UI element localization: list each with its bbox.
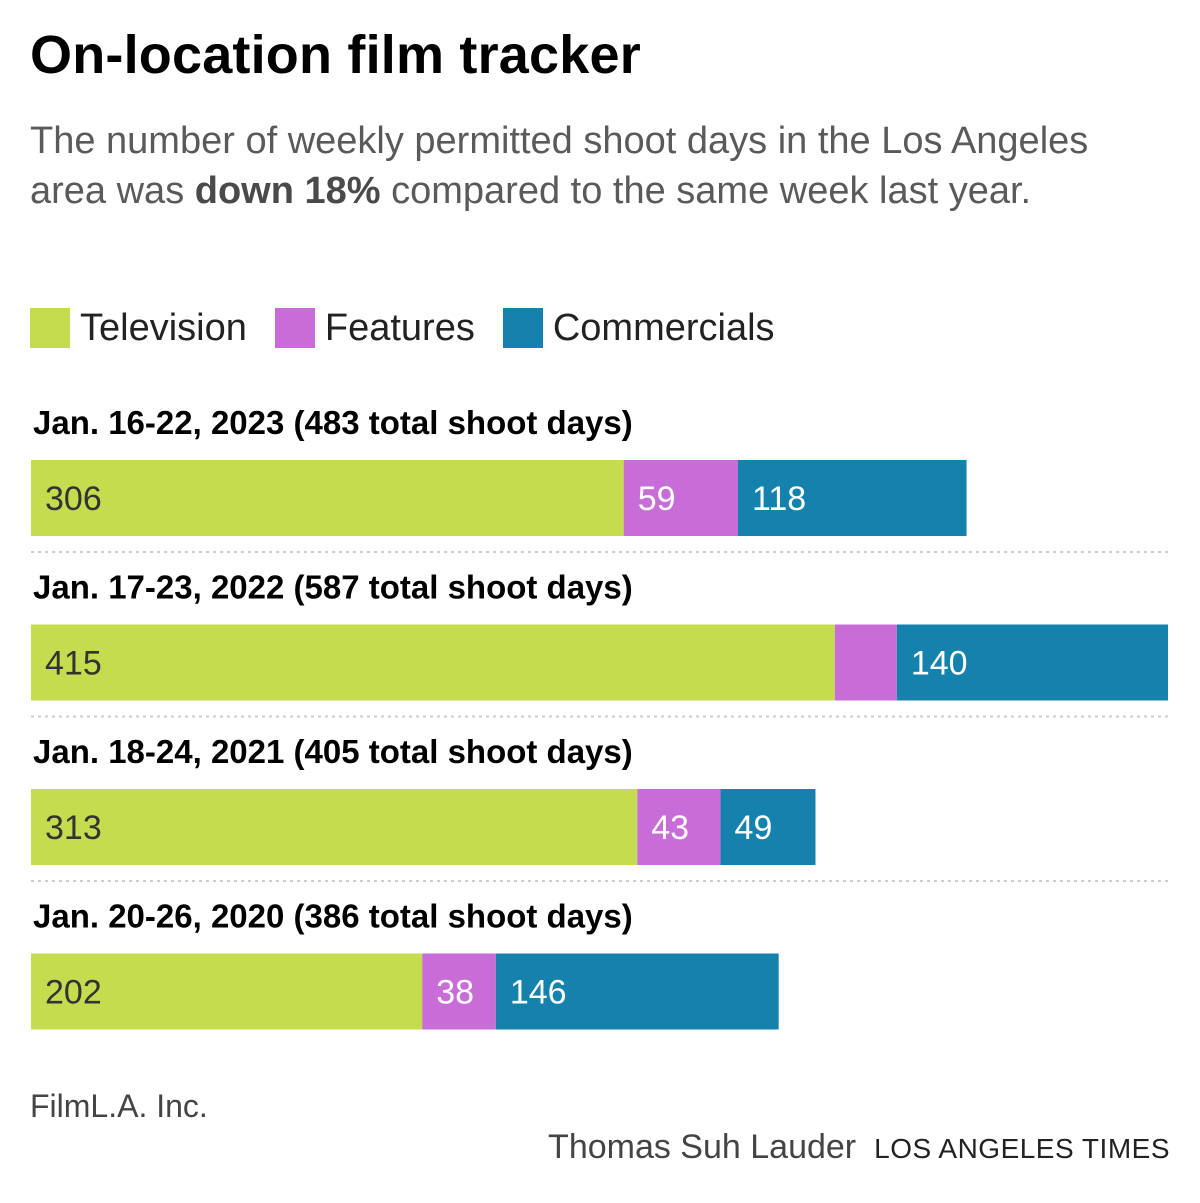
data-label-commercials: 118 <box>752 480 806 518</box>
legend-item-features: Features <box>274 306 475 350</box>
data-label-television: 313 <box>45 809 102 847</box>
bar-segment-commercials <box>737 460 967 536</box>
data-label-commercials: 49 <box>735 809 773 847</box>
data-label-television: 306 <box>45 480 102 518</box>
subtitle-text-start: The number of weekly permitted shoot day… <box>30 120 1089 212</box>
group-label: Jan. 18-24, 2021 (405 total shoot days) <box>33 733 633 770</box>
bar-segment-features <box>623 460 738 536</box>
legend-swatch-commercials <box>502 308 543 348</box>
data-label-features: 43 <box>651 809 689 847</box>
group-label: Jan. 20-26, 2020 (386 total shoot days) <box>33 898 633 935</box>
data-label-commercials: 146 <box>510 974 567 1012</box>
bar-segment-features <box>834 624 897 701</box>
legend-label-features: Features <box>324 306 475 349</box>
bar-segment-commercials <box>495 953 779 1030</box>
credit-organization: LOS ANGELES TIMES <box>874 1133 1170 1164</box>
bar-segment-features <box>637 789 721 865</box>
bar-segment-television <box>31 789 638 865</box>
data-label-commercials: 140 <box>911 645 968 683</box>
credit-line: Thomas Suh Lauder LOS ANGELES TIMES <box>548 1128 1170 1167</box>
bar-segment-features <box>422 953 496 1030</box>
legend-swatch-features <box>274 308 315 348</box>
bar-segment-television <box>31 953 423 1030</box>
legend-label-television: Television <box>80 306 247 349</box>
group-label: Jan. 17-23, 2022 (587 total shoot days) <box>33 569 633 606</box>
legend-label-commercials: Commercials <box>552 306 775 349</box>
subtitle-text-end: compared to the same week last year. <box>380 170 1032 212</box>
stacked-bar-chart: Jan. 16-22, 2023 (483 total shoot days) 3… <box>31 404 1168 1030</box>
data-label-television: 415 <box>45 645 102 683</box>
legend-item-television: Television <box>30 307 247 350</box>
bar-segment-television <box>31 460 624 536</box>
source-note: FilmL.A. Inc. <box>30 1088 208 1124</box>
legend-item-commercials: Commercials <box>502 306 775 350</box>
chart-legend: Television Features Commercials <box>30 306 803 350</box>
bar-segment-commercials <box>720 789 816 865</box>
subtitle-highlight: down 18% <box>194 170 381 212</box>
chart-title: On-location film tracker <box>30 25 641 85</box>
data-label-features: 59 <box>638 480 676 518</box>
legend-swatch-television <box>30 308 70 348</box>
data-label-television: 202 <box>45 974 102 1012</box>
chart-subtitle: The number of weekly permitted shoot day… <box>30 116 1110 216</box>
credit-author: Thomas Suh Lauder <box>548 1128 857 1166</box>
data-label-features: 38 <box>436 974 474 1012</box>
bar-segment-commercials <box>896 624 1168 701</box>
group-label: Jan. 16-22, 2023 (483 total shoot days) <box>33 404 633 441</box>
bar-segment-television <box>31 624 835 701</box>
